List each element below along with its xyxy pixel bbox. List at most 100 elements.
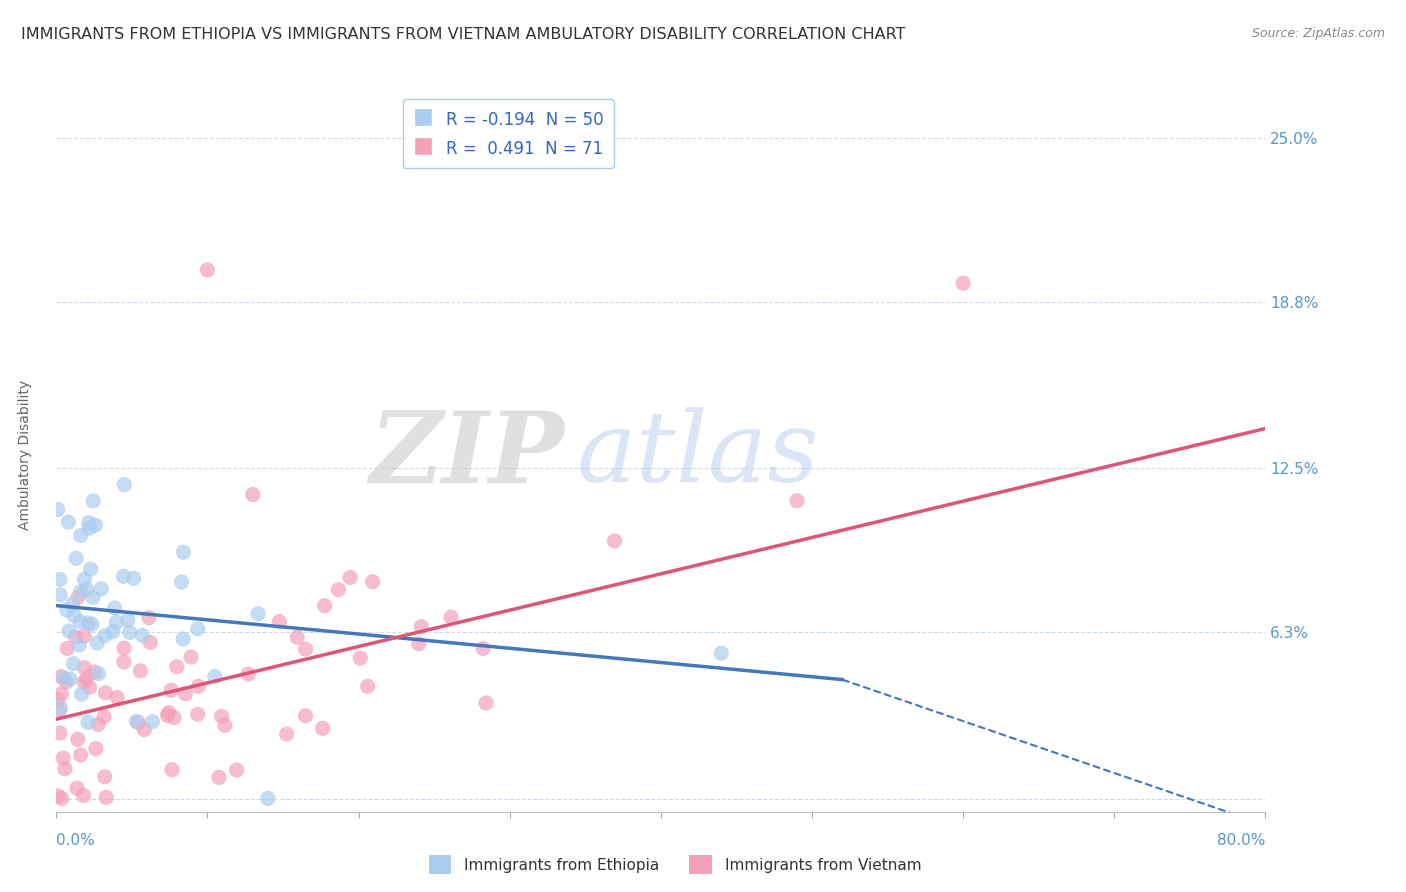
Point [187, 622, 209, 636]
Point [225, 763, 247, 777]
Point [82, 591, 104, 605]
Point [214, 718, 236, 732]
Point [603, 533, 626, 548]
Point [172, 632, 194, 646]
Point [49, 588, 72, 602]
Point [66, 732, 89, 747]
Point [51, 687, 73, 701]
Point [83, 665, 105, 679]
Point [96, 790, 118, 805]
Point [117, 613, 139, 627]
Point [73, 660, 96, 674]
Text: atlas: atlas [576, 408, 818, 502]
Point [66, 780, 89, 795]
Point [285, 630, 308, 644]
Point [104, 601, 127, 615]
Point [952, 276, 974, 290]
Point [408, 637, 430, 651]
Point [197, 263, 219, 277]
Point [58, 515, 80, 529]
Point [129, 664, 152, 678]
Point [73, 675, 96, 690]
Point [157, 706, 180, 720]
Point [312, 722, 335, 736]
Legend: Immigrants from Ethiopia, Immigrants from Vietnam: Immigrants from Ethiopia, Immigrants fro… [422, 849, 928, 880]
Point [361, 574, 384, 589]
Point [67, 638, 90, 652]
Point [472, 641, 495, 656]
Point [440, 610, 463, 624]
Point [93, 709, 115, 723]
Point [211, 709, 233, 723]
Point [131, 628, 153, 642]
Point [70, 584, 93, 599]
Point [90, 582, 112, 596]
Text: Ambulatory Disability: Ambulatory Disability [18, 380, 32, 530]
Point [138, 610, 160, 624]
Point [63, 608, 86, 623]
Point [112, 655, 135, 669]
Point [475, 696, 498, 710]
Point [118, 625, 141, 640]
Point [87, 717, 110, 731]
Point [51, 791, 73, 805]
Point [294, 708, 316, 723]
Point [69, 615, 91, 629]
Point [77, 715, 100, 730]
Point [112, 477, 135, 491]
Point [112, 641, 135, 656]
Point [65, 551, 87, 566]
Point [125, 714, 148, 729]
Point [87, 666, 110, 681]
Point [122, 571, 145, 585]
Point [141, 714, 163, 729]
Point [174, 687, 197, 701]
Point [52, 671, 75, 685]
Point [49, 701, 72, 715]
Text: ZIP: ZIP [370, 407, 564, 503]
Point [105, 690, 128, 705]
Point [49, 726, 72, 740]
Point [49, 670, 72, 684]
Point [46, 502, 69, 516]
Point [72, 789, 94, 803]
Point [339, 570, 361, 584]
Point [160, 763, 183, 777]
Text: Source: ZipAtlas.com: Source: ZipAtlas.com [1251, 27, 1385, 40]
Point [180, 650, 202, 665]
Point [65, 630, 87, 644]
Legend: R = -0.194  N = 50, R =  0.491  N = 71: R = -0.194 N = 50, R = 0.491 N = 71 [404, 99, 614, 169]
Point [156, 708, 179, 723]
Point [69, 528, 91, 542]
Point [238, 667, 260, 681]
Point [710, 646, 733, 660]
Point [127, 715, 149, 730]
Point [247, 607, 270, 621]
Point [67, 590, 90, 604]
Point [62, 597, 84, 611]
Point [160, 683, 183, 698]
Point [77, 516, 100, 530]
Point [49, 703, 72, 717]
Point [328, 582, 350, 597]
Point [411, 620, 433, 634]
Point [46, 789, 69, 803]
Point [349, 651, 371, 665]
Point [58, 624, 80, 638]
Point [56, 641, 79, 656]
Point [80, 617, 103, 632]
Point [94, 629, 117, 643]
Text: IMMIGRANTS FROM ETHIOPIA VS IMMIGRANTS FROM VIETNAM AMBULATORY DISABILITY CORREL: IMMIGRANTS FROM ETHIOPIA VS IMMIGRANTS F… [21, 27, 905, 42]
Point [170, 574, 193, 589]
Point [53, 762, 76, 776]
Point [105, 615, 128, 630]
Point [112, 569, 135, 583]
Point [73, 572, 96, 586]
Point [79, 562, 101, 576]
Point [49, 573, 72, 587]
Point [204, 670, 226, 684]
Point [79, 521, 101, 535]
Point [84, 741, 107, 756]
Point [357, 679, 380, 693]
Point [59, 672, 82, 686]
